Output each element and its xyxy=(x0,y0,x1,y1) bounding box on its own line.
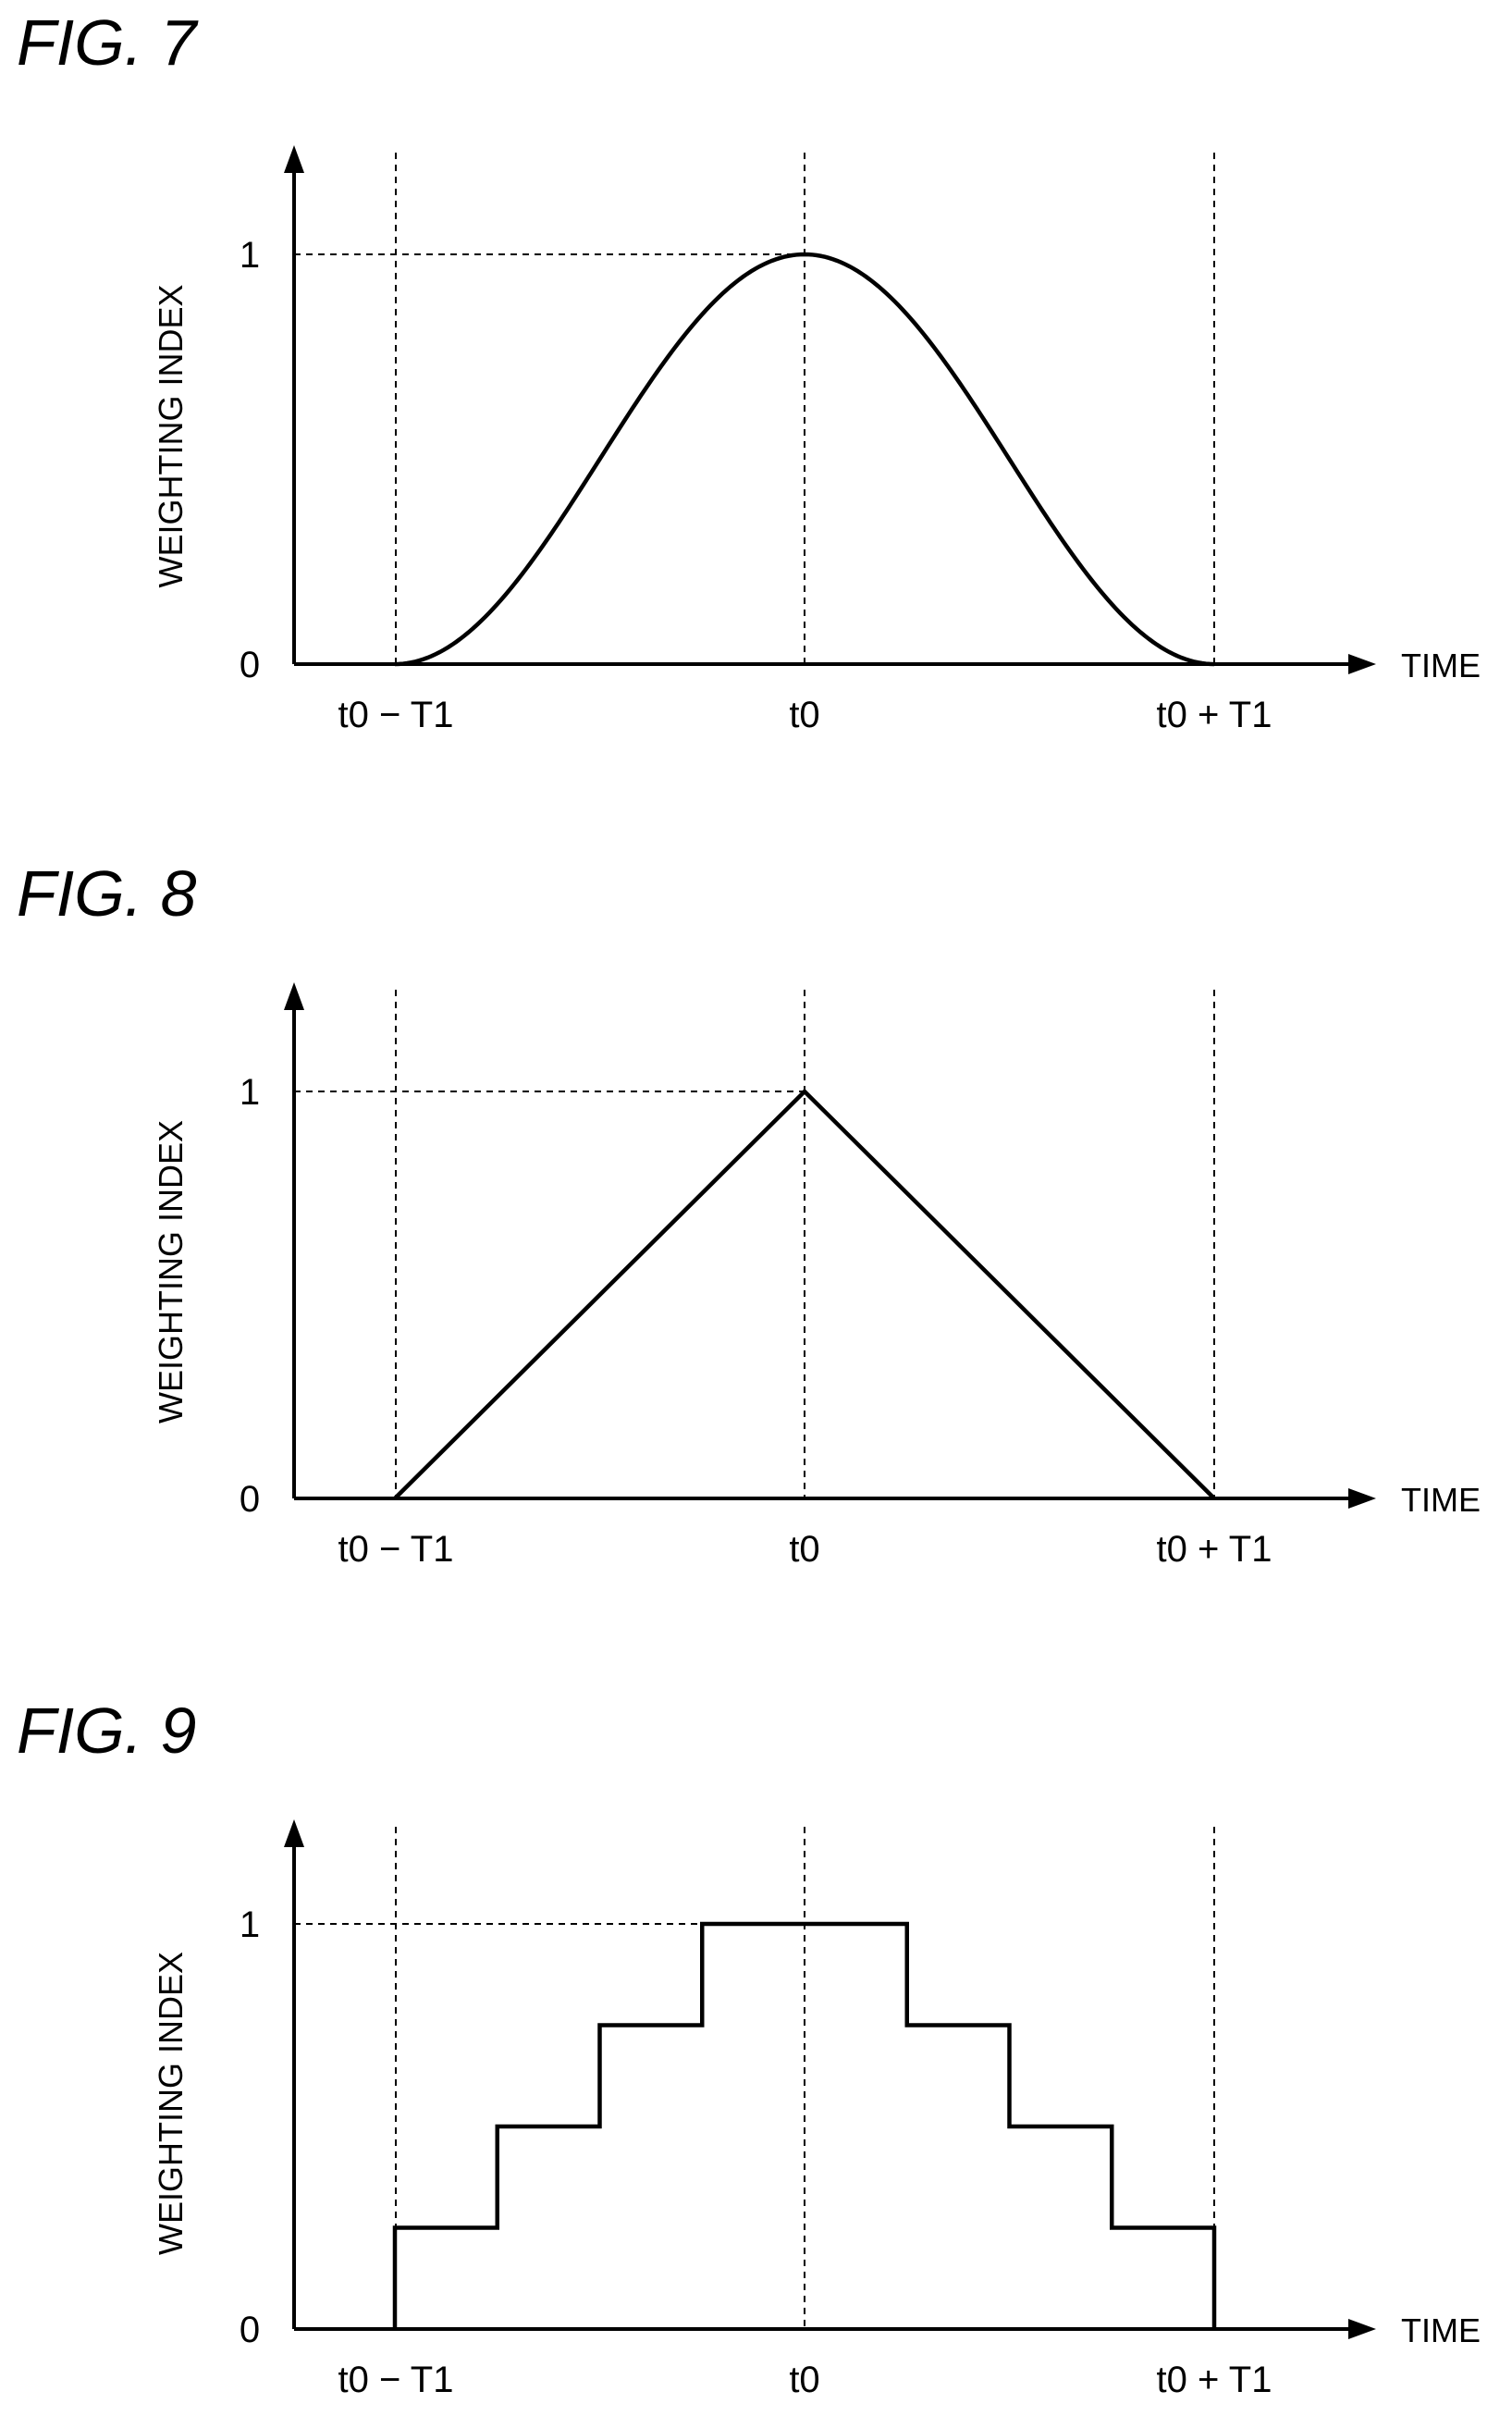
y-axis-arrow xyxy=(284,1819,304,1847)
figure-title: FIG. 9 xyxy=(17,1695,196,1767)
figure-title: FIG. 8 xyxy=(17,857,197,930)
y-tick-label: 0 xyxy=(240,1479,260,1520)
x-tick-label: t0 xyxy=(789,1529,819,1570)
y-axis-label: WEIGHTING INDEX xyxy=(152,1952,190,2255)
figure-title: FIG. 7 xyxy=(17,6,200,79)
y-tick-label: 0 xyxy=(240,2310,260,2350)
series-line xyxy=(392,1921,1217,2329)
series-line xyxy=(394,252,1215,667)
y-tick-label: 1 xyxy=(240,1904,260,1945)
x-tick-label: t0 − T1 xyxy=(338,1529,454,1570)
y-tick-label: 1 xyxy=(240,235,260,276)
figure-8: FIG. 8 TIME WEIGHTING INDEX 1 0 t0 − T1 t0 t0 +… xyxy=(17,857,1481,1570)
x-axis-arrow xyxy=(1348,1488,1376,1509)
x-tick-label: t0 + T1 xyxy=(1157,1529,1272,1570)
x-axis-arrow xyxy=(1348,2319,1376,2339)
x-tick-label: t0 xyxy=(789,2360,819,2400)
x-tick-label: t0 − T1 xyxy=(338,695,454,735)
x-tick-label: t0 − T1 xyxy=(338,2360,454,2400)
x-axis-label: TIME xyxy=(1401,647,1481,684)
x-axis-label: TIME xyxy=(1401,1481,1481,1519)
x-axis-arrow xyxy=(1348,654,1376,674)
figure-7: FIG. 7 TIME WEIGHTING INDEX 1 0 t0 − T1 t0 t0 +… xyxy=(17,6,1481,735)
y-tick-label: 0 xyxy=(240,645,260,685)
y-axis-arrow xyxy=(284,145,304,173)
series-line xyxy=(393,1088,1216,1500)
y-axis-arrow xyxy=(284,982,304,1010)
x-axis-label: TIME xyxy=(1401,2311,1481,2349)
x-tick-label: t0 + T1 xyxy=(1157,2360,1272,2400)
x-tick-label: t0 + T1 xyxy=(1157,695,1272,735)
y-axis-label: WEIGHTING INDEX xyxy=(152,284,190,587)
figure-9: FIG. 9 TIME WEIGHTING INDEX 1 0 t0 − T1 t0 t0 +… xyxy=(17,1695,1481,2400)
y-tick-label: 1 xyxy=(240,1072,260,1113)
x-tick-label: t0 xyxy=(789,695,819,735)
y-axis-label: WEIGHTING INDEX xyxy=(152,1120,190,1424)
